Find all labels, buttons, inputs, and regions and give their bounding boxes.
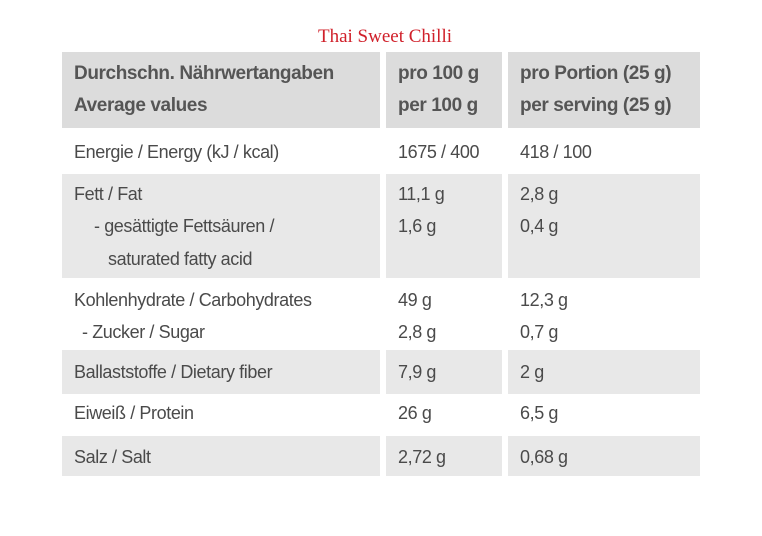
cell-text: 2,72 g bbox=[398, 447, 446, 467]
header-text: per 100 g bbox=[398, 95, 478, 116]
cell-text: Kohlenhydrate / Carbohydrates bbox=[74, 290, 312, 310]
cell-text: 0,7 g bbox=[520, 322, 559, 342]
cell-text: - gesättigte Fettsäuren / bbox=[94, 216, 275, 236]
header-cell bbox=[386, 52, 502, 128]
cell-text: 7,9 g bbox=[398, 362, 437, 382]
header-text: pro 100 g bbox=[398, 63, 479, 84]
header-text: Average values bbox=[74, 95, 208, 116]
cell-text: Fett / Fat bbox=[74, 184, 143, 204]
header-text: Durchschn. Nährwertangaben bbox=[74, 63, 334, 84]
cell-text: 2,8 g bbox=[398, 322, 437, 342]
header-text: pro Portion (25 g) bbox=[520, 63, 672, 84]
cell-text: 2 g bbox=[520, 362, 544, 382]
cell-text: 1675 / 400 bbox=[398, 142, 480, 162]
cell-text: - Zucker / Sugar bbox=[82, 322, 205, 342]
table-cell bbox=[386, 350, 502, 394]
cell-text: 49 g bbox=[398, 290, 432, 310]
cell-text: Salz / Salt bbox=[74, 447, 151, 467]
cell-text: 0,4 g bbox=[520, 216, 559, 236]
cell-text: 1,6 g bbox=[398, 216, 437, 236]
table-cell bbox=[386, 174, 502, 278]
header-text: per serving (25 g) bbox=[520, 95, 672, 116]
cell-text: 6,5 g bbox=[520, 403, 559, 423]
table-cell bbox=[62, 350, 380, 394]
title: Thai Sweet Chilli bbox=[317, 26, 453, 47]
cell-text: 11,1 g bbox=[398, 184, 445, 204]
cell-text: Energie / Energy (kJ / kcal) bbox=[74, 142, 279, 162]
table-cell bbox=[508, 350, 700, 394]
header-cell bbox=[508, 52, 700, 128]
table-cell bbox=[386, 436, 502, 476]
cell-text: Eiweiß / Protein bbox=[74, 403, 194, 423]
cell-text: saturated fatty acid bbox=[108, 249, 253, 269]
header-cell bbox=[62, 52, 380, 128]
cell-text: 2,8 g bbox=[520, 184, 559, 204]
table-cell bbox=[62, 174, 380, 278]
cell-text: 12,3 g bbox=[520, 290, 568, 310]
table-cell bbox=[508, 174, 700, 278]
cell-text: 418 / 100 bbox=[520, 142, 592, 162]
cell-text: 0,68 g bbox=[520, 447, 568, 467]
table-cell bbox=[62, 436, 380, 476]
cell-text: Ballaststoffe / Dietary fiber bbox=[74, 362, 273, 382]
cell-text: 26 g bbox=[398, 403, 432, 423]
table-cell bbox=[508, 436, 700, 476]
